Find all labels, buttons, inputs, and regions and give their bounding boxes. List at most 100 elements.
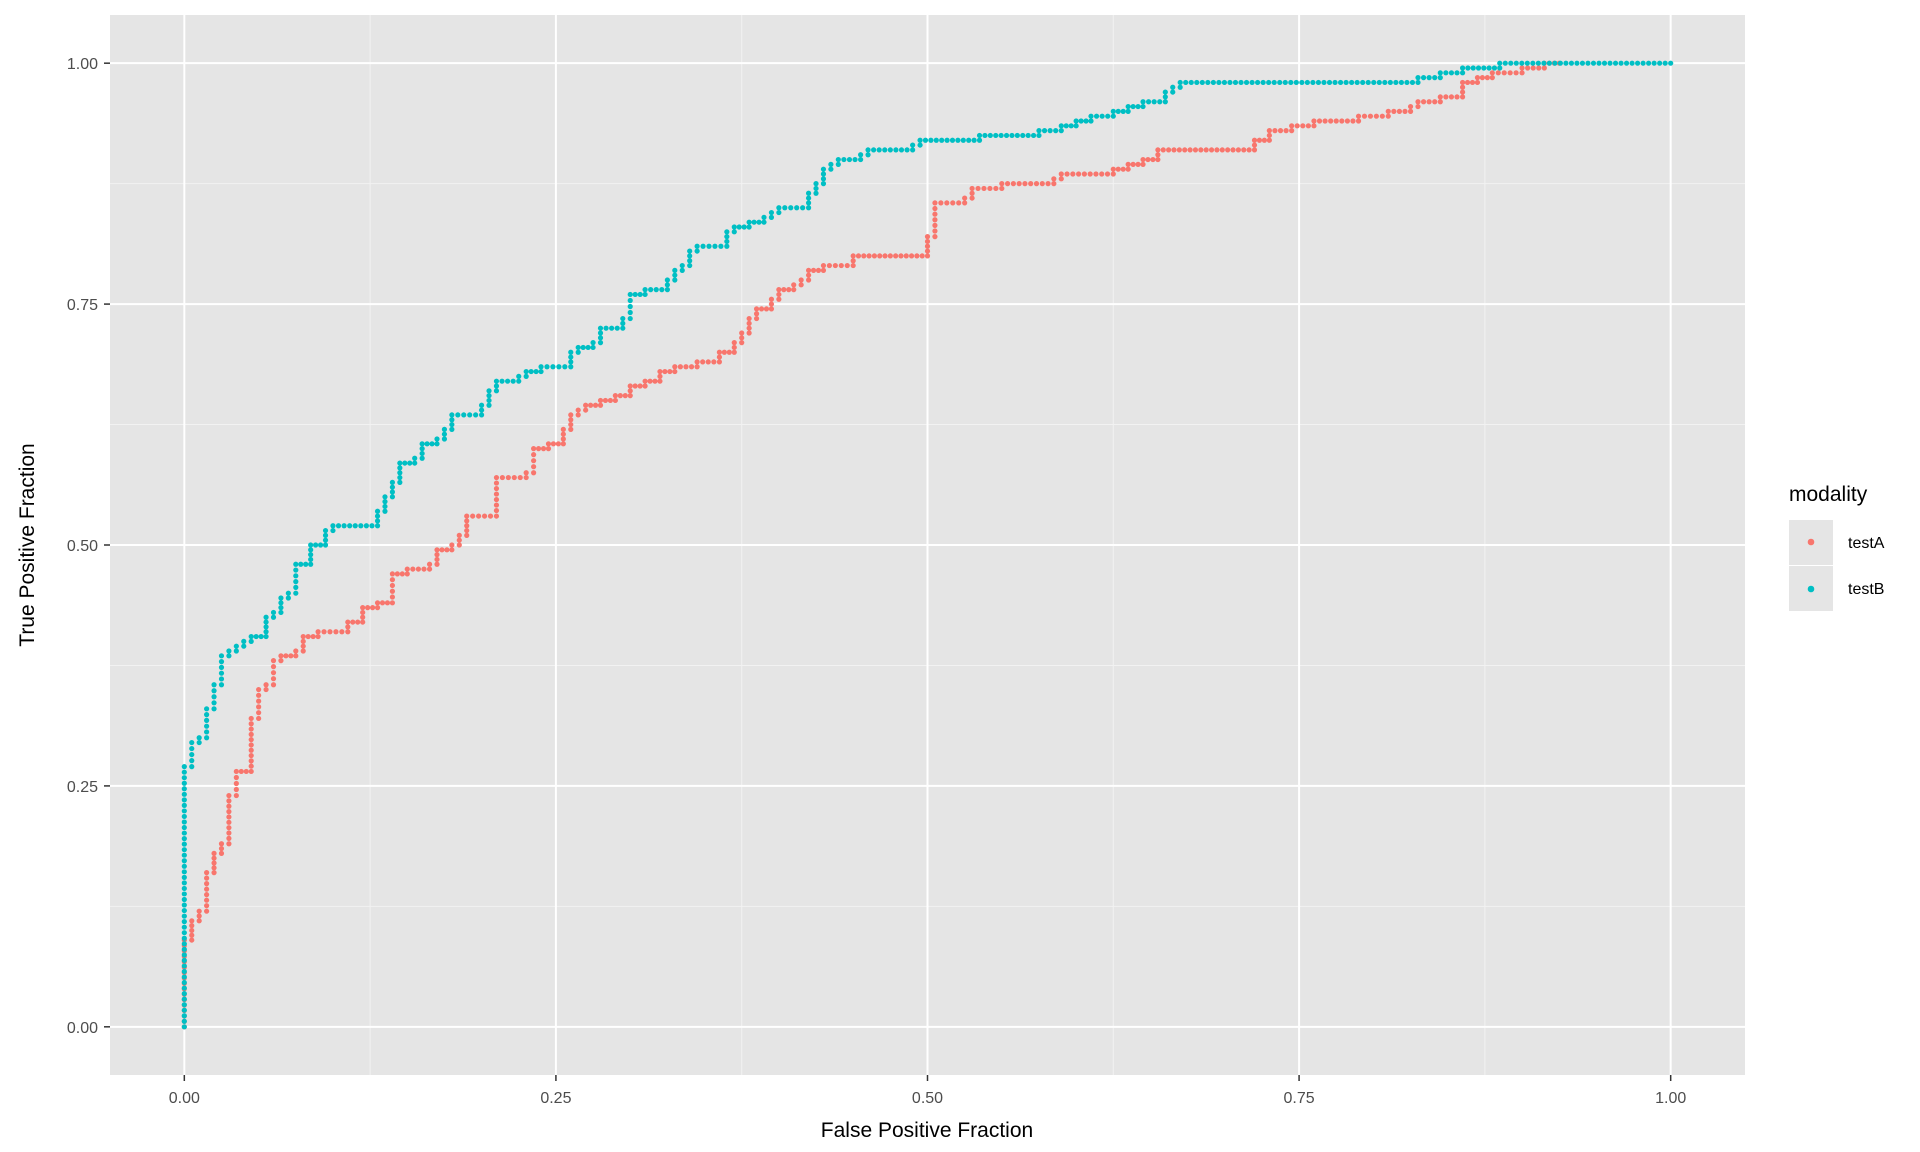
- data-point-testA: [999, 181, 1005, 187]
- data-point-testB: [374, 518, 381, 524]
- data-point-testB: [1260, 79, 1266, 86]
- data-point-testA: [597, 397, 604, 404]
- data-point-testB: [181, 963, 187, 969]
- data-point-testA: [1176, 147, 1182, 153]
- data-point-testB: [434, 441, 440, 447]
- data-point-testB: [181, 902, 187, 908]
- data-point-testB: [1623, 60, 1630, 66]
- data-point-testB: [218, 659, 225, 665]
- data-point-testB: [293, 579, 299, 585]
- data-point-testB: [904, 147, 910, 153]
- data-point-testB: [1304, 79, 1310, 86]
- data-point-testA: [248, 742, 254, 748]
- data-point-testB: [876, 147, 882, 153]
- data-point-testA: [545, 446, 552, 452]
- data-point-testA: [677, 364, 683, 370]
- data-point-testA: [1160, 147, 1166, 153]
- x-tick-label: 0.50: [912, 1090, 943, 1107]
- data-point-testB: [724, 238, 730, 245]
- data-point-testB: [1194, 79, 1200, 86]
- data-point-testA: [1016, 181, 1022, 187]
- data-point-testA: [1361, 113, 1368, 119]
- data-point-testA: [1251, 137, 1258, 143]
- legend-dot-testB: [1807, 585, 1815, 593]
- data-point-testA: [1426, 99, 1432, 105]
- data-point-testA: [404, 566, 410, 572]
- data-point-testA: [1407, 108, 1414, 114]
- data-point-testB: [597, 335, 604, 341]
- data-point-testA: [444, 547, 450, 553]
- data-point-testB: [270, 614, 277, 620]
- data-point-testB: [1053, 128, 1059, 134]
- data-point-testA: [575, 407, 581, 413]
- data-point-testB: [189, 764, 195, 770]
- data-point-testB: [241, 638, 247, 644]
- data-point-testB: [322, 527, 329, 534]
- data-point-testA: [456, 537, 462, 543]
- data-point-testB: [642, 291, 648, 298]
- data-point-testA: [969, 195, 975, 201]
- data-point-testA: [627, 393, 633, 399]
- data-point-testB: [568, 354, 574, 360]
- data-point-testA: [434, 556, 440, 563]
- data-point-testA: [560, 426, 566, 432]
- data-point-testA: [815, 267, 822, 273]
- data-point-testA: [389, 600, 396, 606]
- data-point-testB: [1420, 75, 1427, 81]
- data-point-testB: [568, 359, 574, 365]
- data-point-testB: [575, 349, 581, 355]
- data-point-testA: [499, 474, 505, 481]
- data-point-testB: [687, 248, 693, 254]
- data-point-testA: [898, 253, 904, 259]
- data-point-testB: [1491, 65, 1498, 71]
- data-point-testA: [1289, 123, 1295, 129]
- data-point-testA: [877, 253, 883, 259]
- data-point-testB: [1162, 99, 1168, 105]
- data-point-testA: [310, 633, 316, 640]
- data-point-testA: [1214, 147, 1220, 153]
- data-point-testA: [914, 253, 920, 259]
- data-point-testA: [248, 763, 254, 769]
- data-point-testA: [333, 629, 339, 635]
- data-point-testB: [1497, 65, 1503, 71]
- data-point-testA: [1385, 108, 1391, 114]
- data-point-testB: [805, 200, 812, 206]
- data-point-testA: [1166, 147, 1172, 153]
- y-tick-label: 1.00: [67, 56, 98, 73]
- data-point-testA: [850, 253, 856, 259]
- data-point-testA: [233, 774, 239, 781]
- data-point-testB: [204, 712, 210, 718]
- data-point-testA: [389, 594, 396, 600]
- data-point-testB: [181, 907, 187, 914]
- data-point-testA: [434, 547, 440, 553]
- data-point-testA: [1150, 156, 1156, 163]
- data-point-testB: [1205, 79, 1211, 86]
- data-point-testB: [687, 253, 693, 259]
- data-point-testA: [1155, 156, 1161, 163]
- data-point-testA: [882, 253, 888, 259]
- data-point-testA: [969, 185, 975, 192]
- data-point-testB: [1125, 103, 1131, 110]
- data-point-testB: [1437, 75, 1443, 81]
- data-point-testB: [374, 508, 381, 514]
- y-tick-label: 0.50: [67, 538, 98, 555]
- data-point-testB: [800, 205, 806, 211]
- data-point-testA: [768, 301, 775, 307]
- data-point-testB: [614, 325, 620, 331]
- data-point-testA: [211, 855, 217, 861]
- data-point-testA: [956, 200, 962, 206]
- data-point-testB: [568, 349, 574, 355]
- data-point-testB: [412, 455, 418, 461]
- data-point-testA: [932, 234, 938, 240]
- data-point-testA: [805, 267, 812, 273]
- data-point-testB: [1130, 103, 1136, 110]
- data-point-testA: [746, 320, 752, 326]
- data-point-testB: [335, 523, 342, 529]
- data-point-testB: [478, 407, 485, 413]
- data-point-testA: [1208, 147, 1215, 153]
- data-point-testA: [1058, 171, 1064, 177]
- data-point-testB: [933, 137, 939, 143]
- data-point-testB: [1590, 60, 1597, 66]
- data-point-testB: [181, 780, 187, 786]
- data-point-testA: [531, 470, 537, 476]
